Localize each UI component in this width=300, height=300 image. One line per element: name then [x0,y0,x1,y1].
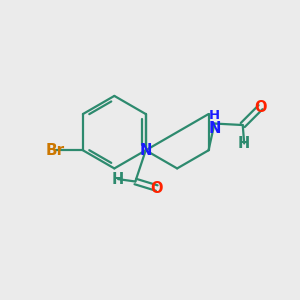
Text: H: H [112,172,124,187]
Text: N: N [208,122,221,136]
Text: O: O [254,100,267,115]
Text: N: N [140,143,152,158]
Text: H: H [209,109,220,122]
Text: H: H [238,136,250,151]
Text: O: O [151,181,163,196]
Text: Br: Br [45,143,64,158]
